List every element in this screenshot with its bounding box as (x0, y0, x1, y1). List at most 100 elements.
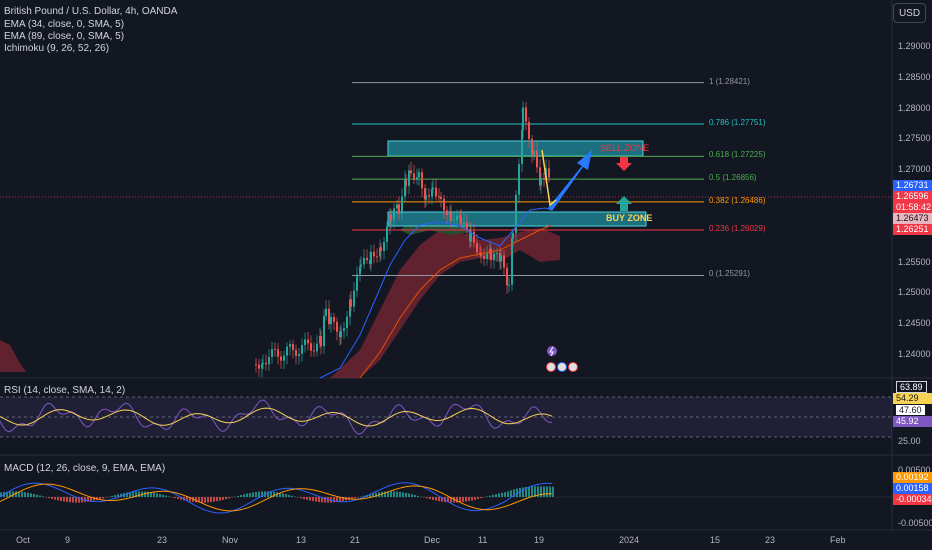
candle-body (511, 238, 513, 285)
macd-histogram-bar (408, 493, 410, 497)
symbol-legend[interactable]: British Pound / U.S. Dollar, 4h, OANDA (4, 6, 178, 17)
candle-body (383, 241, 385, 251)
macd-histogram-bar (528, 486, 530, 497)
macd-histogram-bar (537, 486, 539, 497)
macd-histogram-bar (252, 492, 254, 497)
price-badge: 1.26596 (893, 191, 932, 202)
candle-body (363, 257, 365, 265)
macd-histogram-bar (492, 494, 494, 497)
candle-body (496, 253, 498, 255)
macd-legend[interactable]: MACD (12, 26, close, 9, EMA, EMA) (4, 463, 166, 474)
macd-histogram-bar (102, 497, 104, 499)
candle-body (410, 170, 412, 174)
candle-body (268, 356, 270, 365)
candle-body (396, 204, 398, 209)
candle-body (408, 170, 410, 187)
candle-body (325, 308, 327, 316)
macd-histogram-bar (417, 495, 419, 497)
macd-histogram-bar (285, 494, 287, 497)
rsi-axis-bottom: 25.00 (898, 436, 921, 446)
macd-histogram-bar (483, 497, 485, 498)
macd-histogram-bar (369, 494, 371, 497)
macd-histogram-bar (222, 497, 224, 500)
candle-body (466, 222, 468, 230)
ema-34-line (319, 207, 553, 379)
rsi-legend[interactable]: RSI (14, close, SMA, 14, 2) (4, 385, 126, 396)
macd-histogram-bar (462, 497, 464, 503)
macd-histogram-bar (453, 497, 455, 503)
macd-histogram-bar (450, 497, 452, 503)
price-axis-tick: 1.27500 (898, 133, 931, 144)
time-axis-tick: Dec (424, 535, 441, 545)
macd-histogram-bar (249, 492, 251, 497)
macd-histogram-bar (435, 497, 437, 501)
price-axis-tick: 1.28000 (898, 102, 931, 113)
time-axis-tick: 15 (710, 535, 721, 545)
macd-histogram-bar (333, 497, 335, 503)
candle-body (438, 196, 440, 198)
macd-histogram-bar (42, 496, 44, 497)
fib-level-label: 0.382 (1.26486) (709, 195, 766, 205)
macd-histogram-bar (426, 497, 428, 499)
rsi-line (0, 399, 553, 435)
candle-body (525, 107, 527, 122)
macd-hist-badge: -0.00034 (893, 494, 932, 505)
lightning-event-icon (547, 346, 557, 356)
macd-histogram-bar (207, 497, 209, 503)
time-axis-tick: 13 (296, 535, 307, 545)
candle-body (522, 107, 524, 131)
macd-histogram-bar (339, 497, 341, 502)
time-axis-tick: 11 (478, 535, 488, 545)
macd-histogram-bar (117, 494, 119, 497)
currency-button[interactable]: USD (893, 3, 926, 23)
ema-89-legend[interactable]: EMA (89, close, 0, SMA, 5) (4, 31, 125, 42)
candle-body (540, 178, 542, 186)
candle-body (450, 211, 452, 221)
candle-body (313, 350, 315, 352)
macd-histogram-bar (33, 493, 35, 497)
candle-body (274, 349, 276, 351)
macd-histogram-bar (126, 492, 128, 497)
time-axis-tick: Feb (830, 535, 846, 545)
candle-body (304, 339, 306, 345)
candle-body (393, 208, 395, 221)
candle-body (283, 355, 285, 361)
time-axis-tick: 23 (765, 535, 776, 545)
macd-histogram-bar (342, 497, 344, 502)
candle-body (531, 139, 533, 155)
macd-histogram-bar (60, 497, 62, 501)
candle-body (286, 346, 288, 356)
macd-histogram-bar (66, 497, 68, 502)
macd-histogram-bar (438, 497, 440, 502)
macd-histogram-bar (354, 497, 356, 499)
candle-body (307, 339, 309, 344)
time-axis-tick: 19 (534, 535, 545, 545)
macd-histogram-bar (189, 497, 191, 502)
ichimoku-legend[interactable]: Ichimoku (9, 26, 52, 26) (4, 43, 110, 54)
macd-histogram-bar (111, 495, 113, 497)
macd-histogram-bar (291, 495, 293, 497)
candle-body (340, 330, 342, 338)
macd-histogram-bar (471, 497, 473, 501)
candle-body (401, 196, 403, 214)
macd-histogram-bar (90, 497, 92, 502)
macd-histogram-bar (456, 497, 458, 503)
candle-body (473, 231, 475, 243)
macd-histogram-bar (486, 496, 488, 497)
macd-histogram-bar (429, 497, 431, 500)
macd-histogram-bar (63, 497, 65, 502)
macd-histogram-bar (171, 497, 173, 498)
candle-body (353, 290, 355, 307)
ema-34-legend[interactable]: EMA (34, close, 0, SMA, 5) (4, 19, 125, 30)
candle-body (295, 349, 297, 357)
macd-histogram-bar (393, 491, 395, 497)
rsi-axis-top: 63.89 (896, 381, 927, 393)
macd-histogram-bar (510, 490, 512, 497)
macd-histogram-bar (267, 491, 269, 497)
macd-histogram-bar (387, 491, 389, 497)
macd-histogram-bar (411, 494, 413, 497)
macd-histogram-bar (204, 497, 206, 503)
rsi-ma-line (0, 407, 553, 427)
macd-histogram-bar (480, 497, 482, 499)
